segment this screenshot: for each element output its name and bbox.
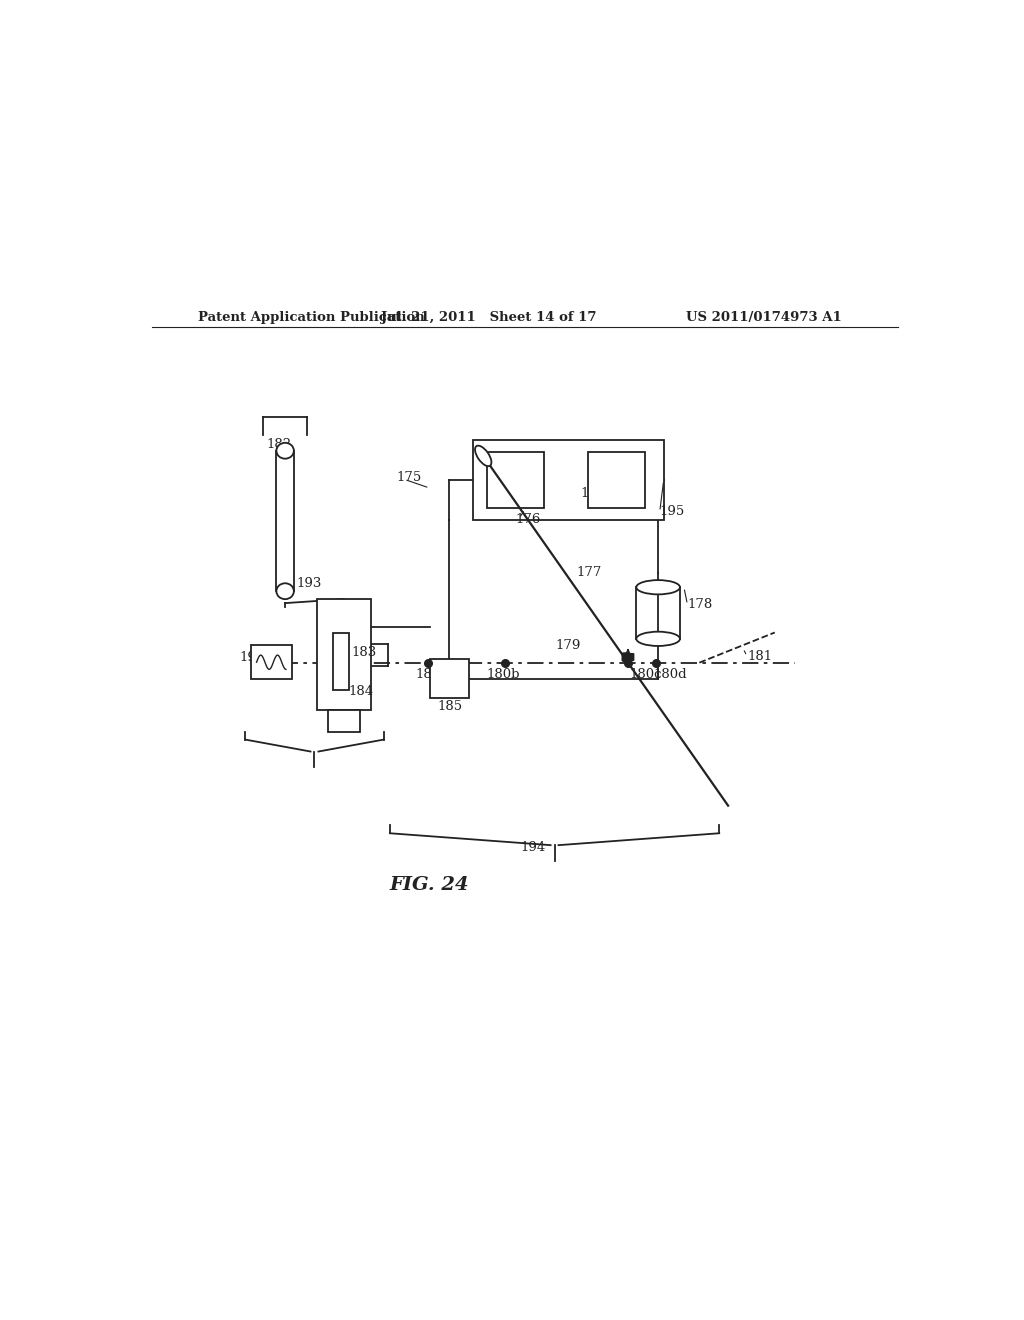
- Text: 183: 183: [352, 645, 377, 659]
- Ellipse shape: [276, 442, 294, 458]
- Text: 180a: 180a: [416, 668, 449, 681]
- Text: 180d: 180d: [653, 668, 687, 681]
- Text: 187: 187: [581, 487, 605, 500]
- Text: 186: 186: [494, 487, 518, 500]
- Ellipse shape: [636, 579, 680, 594]
- Text: 175: 175: [396, 471, 422, 484]
- Text: FIG. 24: FIG. 24: [390, 876, 470, 894]
- Ellipse shape: [276, 583, 294, 599]
- Bar: [316, 599, 371, 710]
- Text: Jul. 21, 2011   Sheet 14 of 17: Jul. 21, 2011 Sheet 14 of 17: [381, 312, 597, 323]
- Bar: [588, 453, 645, 508]
- Bar: [486, 453, 544, 508]
- Bar: [333, 634, 348, 690]
- Ellipse shape: [636, 632, 680, 645]
- Bar: [251, 645, 292, 680]
- Bar: [328, 710, 359, 731]
- Text: 179: 179: [555, 639, 581, 652]
- Text: 177: 177: [577, 566, 602, 579]
- Text: 178: 178: [687, 598, 713, 611]
- Text: 193: 193: [296, 577, 322, 590]
- Text: 176: 176: [515, 513, 541, 527]
- Ellipse shape: [475, 446, 492, 466]
- Bar: [473, 441, 664, 520]
- Bar: [430, 659, 469, 698]
- Text: 194: 194: [520, 841, 546, 854]
- Text: 185: 185: [437, 700, 463, 713]
- Text: 180b: 180b: [486, 668, 520, 681]
- Text: 180c: 180c: [630, 668, 663, 681]
- Text: US 2011/0174973 A1: US 2011/0174973 A1: [686, 312, 842, 323]
- Text: 195: 195: [659, 506, 685, 519]
- Text: Patent Application Publication: Patent Application Publication: [198, 312, 425, 323]
- Text: 181: 181: [748, 649, 772, 663]
- Text: 182: 182: [267, 438, 292, 451]
- Text: 184: 184: [348, 685, 374, 698]
- Text: 196: 196: [240, 651, 264, 664]
